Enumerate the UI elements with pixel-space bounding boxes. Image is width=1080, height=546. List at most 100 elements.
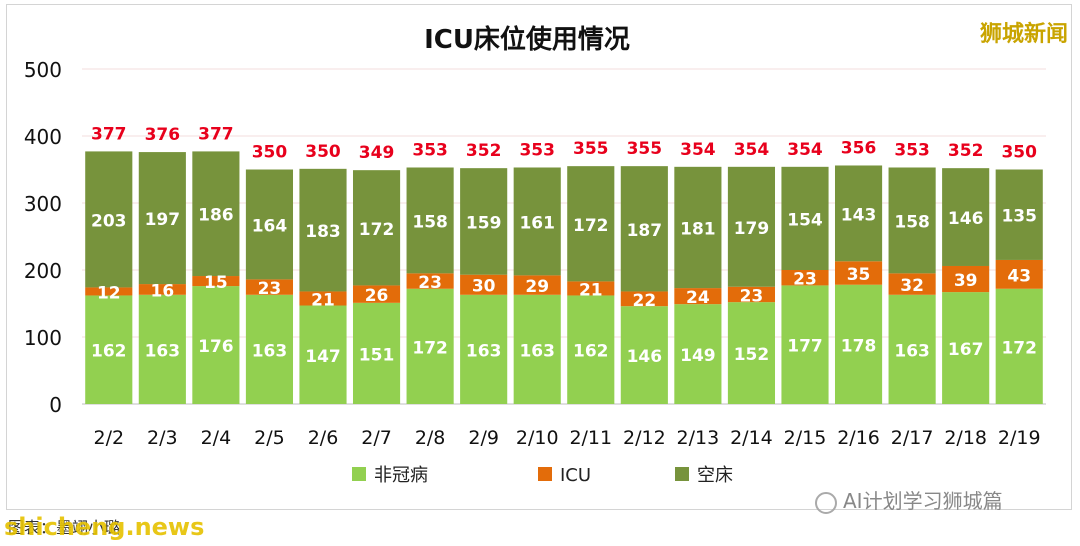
bar-segment bbox=[620, 291, 668, 307]
bar-segment bbox=[567, 166, 615, 282]
x-tick-label: 2/17 bbox=[891, 427, 934, 449]
bar-segment bbox=[460, 294, 508, 404]
y-tick-label: 400 bbox=[24, 125, 62, 149]
data-label: 163 bbox=[145, 341, 181, 361]
data-label: 29 bbox=[525, 277, 549, 297]
data-label: 21 bbox=[579, 280, 603, 300]
bar-segment bbox=[727, 166, 776, 287]
bar-segment bbox=[245, 169, 294, 280]
bar-segment bbox=[781, 270, 829, 286]
total-label: 356 bbox=[841, 138, 877, 158]
x-tick-label: 2/16 bbox=[837, 427, 880, 449]
data-label: 24 bbox=[686, 288, 710, 308]
x-tick-label: 2/4 bbox=[201, 427, 232, 449]
wechat-icon bbox=[815, 491, 837, 514]
y-tick-label: 300 bbox=[24, 192, 62, 216]
x-tick-label: 2/9 bbox=[468, 427, 499, 449]
x-tick-label: 2/14 bbox=[730, 427, 773, 449]
data-label: 147 bbox=[305, 347, 341, 367]
data-label: 15 bbox=[204, 273, 228, 293]
bar-segment bbox=[406, 288, 454, 404]
bar-segment bbox=[299, 291, 347, 306]
bar-segment bbox=[406, 273, 454, 289]
bar-segment bbox=[995, 288, 1043, 404]
bar-segment bbox=[942, 168, 990, 266]
bar-segment bbox=[567, 281, 615, 296]
data-label: 187 bbox=[627, 221, 663, 241]
bar-segment bbox=[674, 166, 722, 289]
y-tick-label: 500 bbox=[24, 58, 62, 82]
total-label: 349 bbox=[359, 143, 395, 163]
bar-segment bbox=[727, 286, 776, 303]
bar-segment bbox=[513, 167, 561, 276]
bar-segment bbox=[888, 167, 936, 274]
total-label: 353 bbox=[412, 140, 448, 160]
bar-segment bbox=[192, 276, 240, 287]
x-tick-label: 2/11 bbox=[569, 427, 612, 449]
total-label: 350 bbox=[252, 143, 288, 163]
bar-segment bbox=[85, 295, 133, 404]
total-label: 353 bbox=[519, 140, 555, 160]
legend-label: 空床 bbox=[697, 465, 733, 486]
legend-swatch bbox=[538, 467, 552, 481]
x-tick-label: 2/18 bbox=[944, 427, 987, 449]
legend: 非冠病 ICU 空床 bbox=[352, 465, 733, 486]
labels-layer: 162 12 203 377 2/2 163 16 197 376 2/3 176 15 186 377 2… bbox=[91, 124, 1041, 449]
data-label: 183 bbox=[305, 222, 341, 242]
data-label: 163 bbox=[466, 341, 502, 361]
data-label: 12 bbox=[97, 283, 121, 303]
data-label: 152 bbox=[734, 345, 770, 365]
bar-segment bbox=[138, 152, 186, 285]
data-label: 172 bbox=[1001, 338, 1037, 358]
data-label: 163 bbox=[252, 341, 288, 361]
data-label: 23 bbox=[740, 286, 764, 306]
total-label: 376 bbox=[145, 125, 181, 145]
legend-swatch bbox=[352, 467, 366, 481]
bars-layer bbox=[85, 151, 1043, 404]
x-tick-label: 2/19 bbox=[998, 427, 1041, 449]
data-label: 163 bbox=[894, 341, 930, 361]
bar-segment bbox=[352, 285, 401, 303]
y-tick-label: 0 bbox=[49, 393, 62, 417]
legend-swatch bbox=[675, 467, 689, 481]
data-label: 39 bbox=[954, 271, 978, 291]
bar-segment bbox=[192, 151, 240, 277]
total-label: 350 bbox=[305, 142, 341, 162]
data-label: 23 bbox=[793, 270, 817, 290]
chart-credit: 图表：墨翊小璐 bbox=[8, 518, 121, 537]
x-tick-label: 2/7 bbox=[361, 427, 392, 449]
bar-segment bbox=[834, 261, 883, 285]
bar-segment bbox=[138, 284, 186, 295]
data-label: 197 bbox=[145, 210, 181, 230]
data-label: 159 bbox=[466, 213, 502, 233]
data-label: 186 bbox=[198, 206, 234, 226]
bar-segment bbox=[352, 170, 401, 286]
data-label: 43 bbox=[1007, 266, 1031, 286]
data-label: 146 bbox=[627, 347, 663, 367]
bar-segment bbox=[299, 168, 347, 292]
bar-segment bbox=[513, 294, 561, 404]
bar-segment bbox=[674, 288, 722, 305]
bar-segment bbox=[888, 294, 936, 404]
total-label: 353 bbox=[894, 140, 930, 160]
source-brand-mark: 狮城新闻 bbox=[979, 22, 1068, 47]
total-label: 354 bbox=[734, 140, 770, 160]
bar-segment bbox=[995, 169, 1043, 260]
bar-segment bbox=[834, 284, 883, 404]
x-tick-label: 2/10 bbox=[516, 427, 559, 449]
bar-segment bbox=[727, 302, 776, 404]
bar-segment bbox=[85, 287, 133, 296]
data-label: 203 bbox=[91, 211, 127, 231]
x-tick-label: 2/2 bbox=[93, 427, 124, 449]
bar-segment bbox=[352, 302, 401, 404]
total-label: 355 bbox=[627, 139, 663, 159]
data-label: 178 bbox=[841, 336, 877, 356]
total-label: 354 bbox=[787, 140, 823, 160]
data-label: 32 bbox=[900, 276, 924, 296]
total-label: 350 bbox=[1001, 143, 1037, 163]
data-label: 35 bbox=[847, 265, 871, 285]
bar-segment bbox=[834, 165, 883, 262]
x-tick-label: 2/13 bbox=[677, 427, 720, 449]
grid-layer: 0 100 200 300 400 500 bbox=[24, 58, 1046, 417]
x-tick-label: 2/15 bbox=[784, 427, 827, 449]
